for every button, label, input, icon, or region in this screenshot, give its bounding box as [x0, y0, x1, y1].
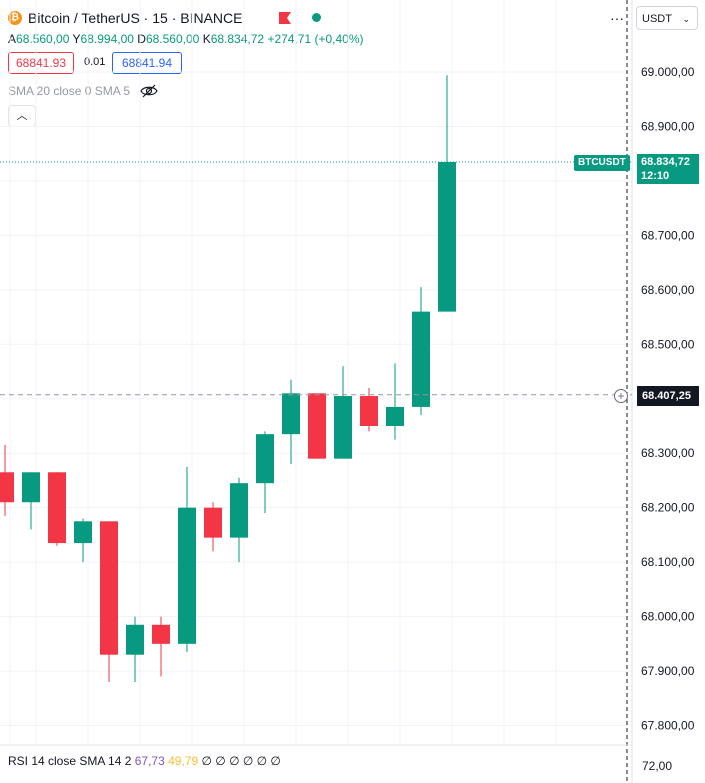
rsi-label: RSI 14 close SMA 14 2 — [8, 754, 132, 768]
close-value: 68.834,72 — [210, 32, 265, 46]
more-options-button[interactable]: ··· — [610, 10, 624, 26]
open-value: 68.560,00 — [16, 32, 70, 46]
candle-body — [48, 472, 66, 544]
candle-body — [178, 507, 196, 644]
high-value: 68.994,00 — [80, 32, 134, 46]
candle-body — [308, 393, 326, 459]
last-price-tag: 68.834,72 12:10 — [637, 154, 699, 184]
add-alert-icon[interactable]: + — [614, 389, 628, 403]
currency-select[interactable]: USDT ⌄ — [636, 6, 698, 30]
rsi-empty-values: ∅ ∅ ∅ ∅ ∅ ∅ — [201, 754, 281, 768]
candle-body — [438, 162, 456, 312]
change-value: +274,71 (+0,40%) — [267, 32, 364, 46]
candle-body — [230, 483, 248, 538]
last-price-value: 68.834,72 — [641, 156, 690, 168]
buy-button[interactable]: 68841.94 — [112, 52, 182, 74]
candles — [0, 75, 456, 682]
close-key: K — [202, 32, 211, 46]
low-key: D — [137, 32, 146, 46]
sell-button[interactable]: 68841.93 — [8, 52, 74, 74]
candle-body — [256, 434, 274, 484]
last-price-symbol-tag: BTCUSDT — [574, 155, 630, 171]
price-axis-label: 67.900,00 — [641, 664, 695, 678]
sma-indicator-label[interactable]: SMA 20 close 0 SMA 5 — [8, 84, 131, 98]
bitcoin-icon: ₿ — [8, 11, 22, 25]
price-axis-label: 68.700,00 — [641, 228, 695, 242]
rsi-value: 67,73 — [134, 754, 165, 768]
high-key: Y — [72, 32, 81, 46]
price-axis-label: 68.200,00 — [641, 501, 695, 515]
currency-label: USDT — [642, 13, 672, 25]
price-axis-label: 68.600,00 — [641, 283, 695, 297]
price-axis-label: 69.000,00 — [641, 65, 695, 79]
open-key: A — [8, 32, 17, 46]
price-axis-label: 68.000,00 — [641, 610, 695, 624]
price-axis-label: 67.800,00 — [641, 719, 695, 733]
bar-countdown: 12:10 — [641, 170, 670, 182]
candle-body — [126, 624, 144, 655]
candle-body — [412, 311, 430, 407]
price-axis-label: 68.100,00 — [641, 555, 695, 569]
grid-lines — [0, 0, 632, 745]
market-open-indicator — [312, 13, 321, 22]
spread-value: 0.01 — [84, 56, 106, 68]
candle-body — [152, 624, 170, 644]
eye-off-icon[interactable] — [140, 83, 158, 99]
low-value: 68.560,00 — [145, 32, 200, 46]
candle-body — [22, 472, 40, 503]
ohlc-legend: A68.560,00 Y68.994,00 D68.560,00 K68.834… — [8, 32, 364, 46]
chevron-down-icon: ⌄ — [682, 14, 690, 24]
price-axis-label: 68.300,00 — [641, 446, 695, 460]
crosshair-price-tag: 68.407,25 — [637, 386, 699, 406]
candle-body — [386, 406, 404, 426]
rsi-sma-value: 49,79 — [168, 754, 199, 768]
symbol-title[interactable]: Bitcoin / TetherUS · 15 · BINANCE — [28, 10, 243, 26]
price-axis-label: 68.500,00 — [641, 337, 695, 351]
price-axis-label: 68.900,00 — [641, 119, 695, 133]
candle-body — [282, 393, 300, 435]
candle-body — [0, 472, 14, 503]
rsi-legend[interactable]: RSI 14 close SMA 14 2 67,73 49,79 ∅ ∅ ∅ … — [8, 754, 281, 768]
candle-body — [204, 507, 222, 538]
candle-body — [334, 396, 352, 459]
candle-body — [360, 396, 378, 426]
rsi-scale-label: 72,00 — [642, 759, 673, 773]
chevron-up-icon: ︿ — [16, 110, 28, 122]
price-axis-labels: 69.000,00 68.900,00 68.700,00 68.600,00 68.5… — [641, 65, 695, 733]
candle-body — [100, 521, 118, 655]
candle-body — [74, 521, 92, 544]
flag-icon[interactable] — [278, 11, 292, 25]
